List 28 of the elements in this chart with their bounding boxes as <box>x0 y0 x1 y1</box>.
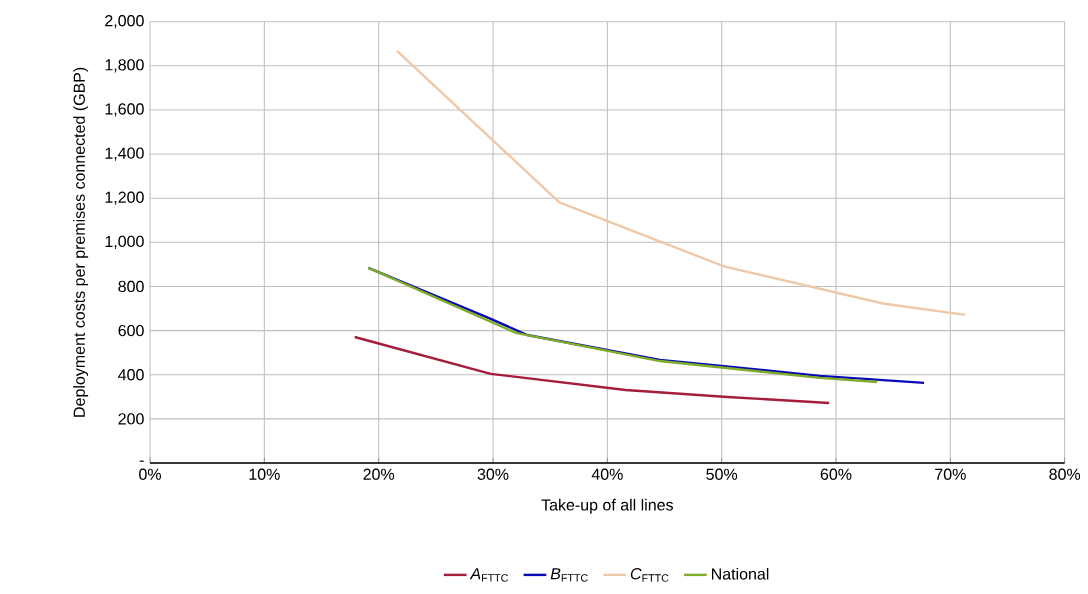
x-tick-label: 80% <box>1049 468 1081 480</box>
x-tick-label: 30% <box>477 468 509 480</box>
legend-label: B$_{FTTC}$ <box>550 568 588 582</box>
y-tick-label: 1,000 <box>105 235 144 249</box>
y-tick-label: - <box>139 460 144 462</box>
x-tick-label: 10% <box>249 468 280 480</box>
x-tick-label: 40% <box>591 468 623 480</box>
y-tick-label: 400 <box>118 369 144 381</box>
x-tick-label: 50% <box>706 468 738 480</box>
y-tick-label: 800 <box>118 280 144 293</box>
y-tick-label: 1,800 <box>105 59 144 73</box>
x-tick-label: 20% <box>363 468 395 480</box>
line-series <box>395 49 967 317</box>
legend-label: C$_{FTTC}$ <box>630 568 669 582</box>
y-tick-label: 1,400 <box>105 147 144 161</box>
y-tick-label: 2,000 <box>105 15 144 29</box>
x-tick-label: 60% <box>820 468 852 480</box>
y-tick-label: 600 <box>118 324 144 337</box>
line-series <box>353 335 831 405</box>
legend-label: A$_{FTTC}$ <box>469 568 508 582</box>
y-axis-title: Deployment costs per premises connected (GBP) <box>73 67 89 417</box>
x-tick-label: 0% <box>139 468 161 480</box>
y-tick-label: 200 <box>118 413 144 425</box>
y-tick-label: 1,200 <box>105 191 144 205</box>
x-tick-label: 70% <box>935 468 966 480</box>
y-tick-label: 1,600 <box>105 103 144 117</box>
x-axis-title: Take-up of all lines <box>541 498 673 514</box>
legend-label: National <box>711 567 769 580</box>
